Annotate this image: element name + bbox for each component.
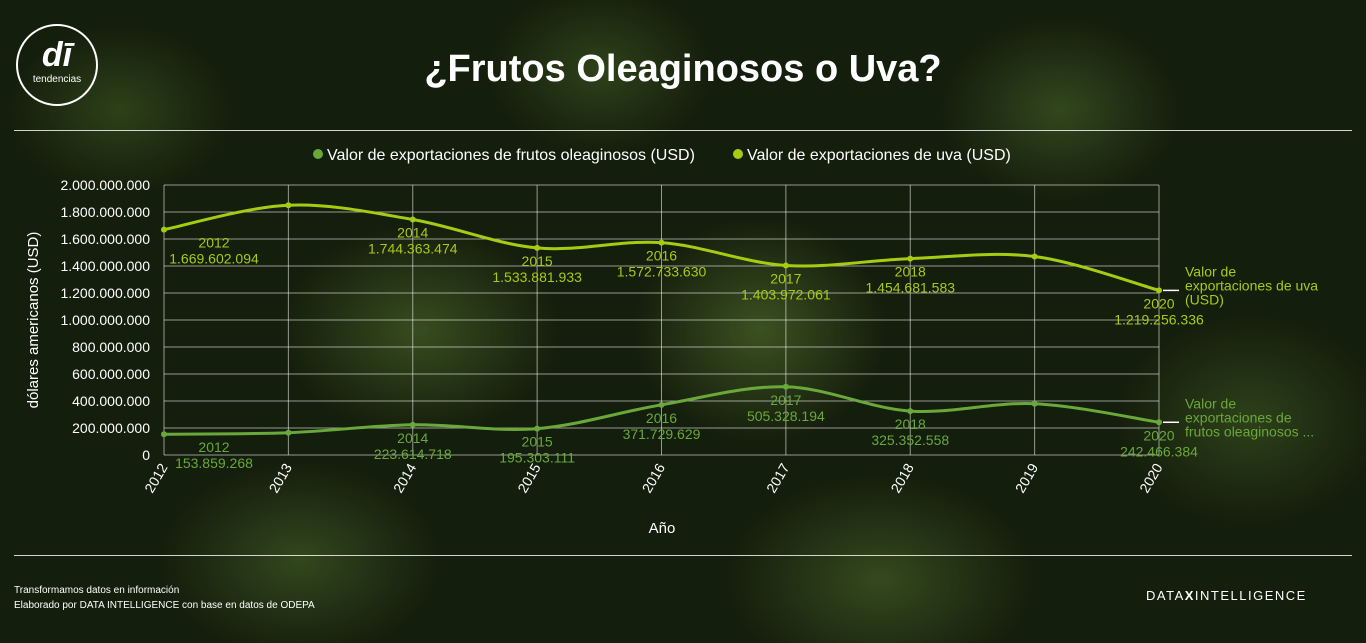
data-intelligence-logo: DATAXINTELLIGENCE <box>1146 588 1307 603</box>
brand-right: INTELLIGENCE <box>1194 588 1307 603</box>
data-point <box>907 255 914 262</box>
brand-left: DATA <box>1146 588 1185 603</box>
data-label-year: 2017 <box>770 270 801 286</box>
data-label-value: 1.454.681.583 <box>865 280 955 296</box>
logo-text: tendencias <box>32 74 82 85</box>
data-label-year: 2016 <box>646 410 677 426</box>
data-label-value: 371.729.629 <box>623 426 701 442</box>
data-label-year: 2020 <box>1143 295 1174 311</box>
y-tick-label: 1.000.000.000 <box>60 312 150 328</box>
y-tick-label: 1.600.000.000 <box>60 231 150 247</box>
data-label-value: 1.219.256.336 <box>1114 311 1204 327</box>
data-point <box>285 202 292 209</box>
data-label-year: 2012 <box>198 439 229 455</box>
y-tick-label: 1.800.000.000 <box>60 204 150 220</box>
footer-source: Elaborado por DATA INTELLIGENCE con base… <box>14 600 315 611</box>
x-tick-label: 2012 <box>141 460 171 495</box>
bottom-divider <box>14 555 1352 556</box>
data-point <box>161 226 167 233</box>
legend-entry: Valor de exportaciones de uva (USD) <box>747 147 1011 164</box>
data-label-year: 2016 <box>646 248 677 264</box>
series-end-label: Valor de <box>1185 263 1236 279</box>
data-point <box>285 429 292 436</box>
data-label-value: 505.328.194 <box>747 408 825 424</box>
data-label-year: 2018 <box>895 264 926 280</box>
data-point <box>1156 287 1162 294</box>
legend-marker <box>313 149 323 159</box>
y-tick-label: 600.000.000 <box>72 366 150 382</box>
data-label-year: 2015 <box>522 253 553 269</box>
logo-mark: dī <box>41 36 73 74</box>
data-point <box>534 244 541 251</box>
data-label-year: 2015 <box>522 434 553 450</box>
footer-credits: Transformamos datos en información Elabo… <box>14 583 315 613</box>
y-tick-label: 800.000.000 <box>72 339 150 355</box>
data-label-value: 1.533.881.933 <box>492 269 582 285</box>
data-point <box>658 239 665 246</box>
data-label-year: 2020 <box>1143 427 1174 443</box>
y-tick-label: 1.400.000.000 <box>60 258 150 274</box>
series-end-label: Valor de <box>1185 395 1236 411</box>
data-point <box>534 425 541 432</box>
x-tick-label: 2013 <box>266 460 296 495</box>
series-end-label: exportaciones de <box>1185 409 1292 425</box>
data-label-year: 2017 <box>770 392 801 408</box>
x-tick-label: 2014 <box>390 460 420 495</box>
y-axis-title: dólares americanos (USD) <box>25 232 42 409</box>
data-label-value: 1.669.602.094 <box>169 251 259 267</box>
y-tick-label: 200.000.000 <box>72 420 150 436</box>
series-end-label: (USD) <box>1185 291 1224 307</box>
series-end-label: exportaciones de uva <box>1185 277 1318 293</box>
data-point <box>1031 400 1038 407</box>
x-tick-label: 2016 <box>639 460 669 495</box>
x-tick-label: 2020 <box>1136 460 1166 495</box>
data-point <box>1031 253 1038 260</box>
data-point <box>409 421 416 428</box>
line-chart: 0 200.000.000 400.000.000 600.000.000 800.00… <box>25 147 1318 537</box>
data-label-value: 1.572.733.630 <box>617 264 707 280</box>
data-label-value: 325.352.558 <box>871 432 949 448</box>
brand-x: X <box>1184 588 1195 603</box>
x-tick-label: 2018 <box>887 460 917 495</box>
x-tick-label: 2019 <box>1012 460 1042 495</box>
data-point <box>782 383 789 390</box>
legend: Valor de exportaciones de frutos oleagin… <box>313 147 1011 164</box>
data-point <box>658 401 665 408</box>
footer-tagline: Transformamos datos en información <box>14 585 180 596</box>
data-label-year: 2018 <box>895 416 926 432</box>
y-tick-label: 2.000.000.000 <box>60 177 150 193</box>
x-axis-title: Año <box>649 520 676 537</box>
x-tick-label: 2017 <box>763 460 793 495</box>
legend-entry: Valor de exportaciones de frutos oleagin… <box>327 147 695 164</box>
data-point <box>907 408 914 415</box>
data-label-value: 1.403.972.061 <box>741 286 831 302</box>
data-label-year: 2014 <box>397 430 428 446</box>
data-label-value: 1.744.363.474 <box>368 241 458 257</box>
y-tick-label: 1.200.000.000 <box>60 285 150 301</box>
series-end-label: frutos oleaginosos ... <box>1185 423 1314 439</box>
data-label-value: 153.859.268 <box>175 455 253 471</box>
data-point <box>161 431 167 438</box>
data-point <box>782 262 789 269</box>
data-point <box>1156 419 1162 426</box>
data-label-value: 195.303.111 <box>499 450 575 466</box>
y-tick-label: 0 <box>142 447 150 463</box>
legend-marker <box>733 149 743 159</box>
top-divider <box>14 130 1352 131</box>
data-label-value: 242.466.384 <box>1120 443 1198 459</box>
data-label-year: 2014 <box>397 225 428 241</box>
data-point <box>409 216 416 223</box>
data-label-value: 223.614.718 <box>374 446 452 462</box>
page-title: ¿Frutos Oleaginosos o Uva? <box>424 48 942 90</box>
y-tick-label: 400.000.000 <box>72 393 150 409</box>
dt-logo: dī tendencias <box>16 24 98 106</box>
data-label-year: 2012 <box>198 235 229 251</box>
